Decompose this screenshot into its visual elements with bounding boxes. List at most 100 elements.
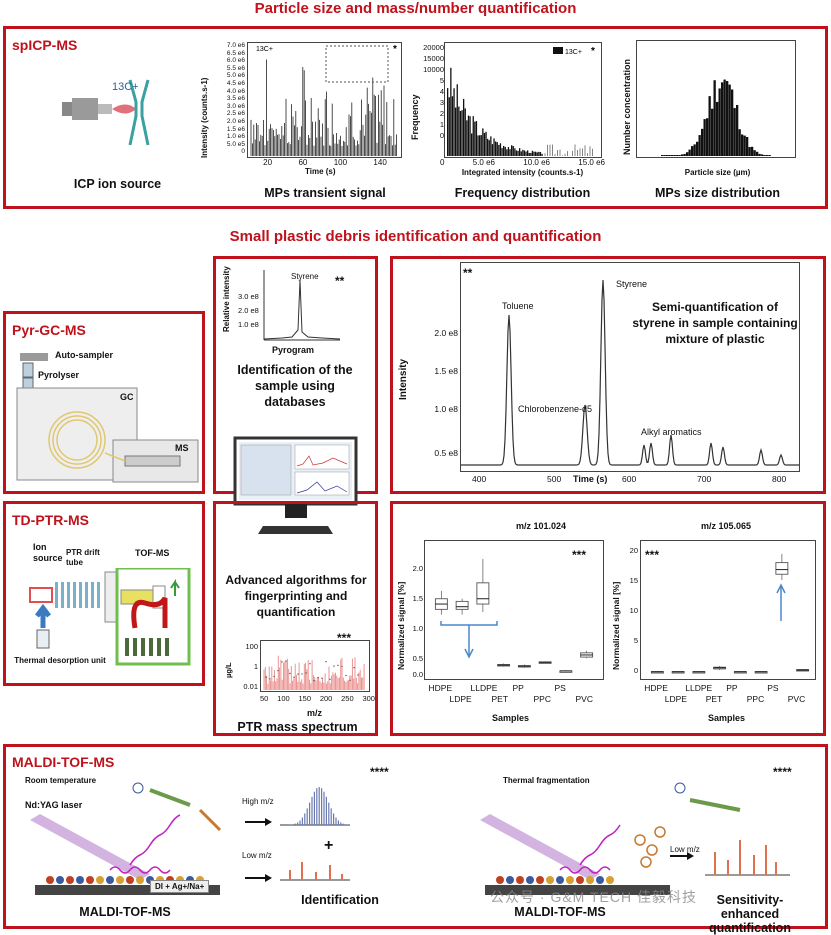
freq-bar [450,67,452,156]
size-bar [766,155,769,156]
ptr-point [297,673,299,675]
maldi-right-caption: MALDI-TOF-MS [514,905,606,919]
ptr-point [341,665,343,668]
freq-bar [520,151,522,156]
freq-xlabel: Integrated intensity (counts.s-1) [461,168,584,177]
freq-bar [485,131,487,156]
freq-bar [477,135,479,156]
size-bar [726,81,729,156]
ptr-point [333,665,335,667]
box [476,582,490,605]
freq-bar [531,150,534,156]
boxplot-left-xlabel: Samples [492,713,530,723]
freq-bar [523,150,526,156]
freq-bar [453,88,455,156]
chromatogram-panel [390,256,826,494]
highlight-arrow [464,648,474,659]
matrix-label: DI + Ag+/Na+ [150,880,210,893]
freq-bar [483,132,486,156]
icp-ion-caption: ICP ion source [73,177,162,191]
maldi-right-diagram [480,782,790,895]
freq-bar [469,116,471,156]
freq-xticks: 0 5.0 e6 10.0 e6 15.0 e6 [440,158,605,167]
freq-bar [471,133,473,156]
pyr-label: Pyr-GC-MS [12,322,86,338]
tdptr-label: TD-PTR-MS [12,512,89,528]
ptr-point [305,672,307,674]
freq-bar [479,135,481,156]
freq-bar [539,152,542,156]
zoom-inset [325,45,389,83]
ptr-point [273,675,275,678]
spicp-panel [3,26,828,209]
size-bar [698,135,701,156]
watermark: 公众号 · G&M TECH 佳毅科技 [490,889,697,905]
size-bar [708,96,711,156]
freq-bar [536,152,538,156]
transient-ytick: 6.0 e6 [226,57,245,65]
transient-ytick: 4.5 e6 [226,80,245,87]
boxplot-panel [390,501,826,736]
ms-label: MS [175,443,189,453]
peak-chlorobenzene-label: Chlorobenzene-d5 [518,404,593,414]
freq-bar [522,149,524,156]
maldi-left-diagram [30,782,350,895]
transient-ytick: 5.0 e6 [226,72,245,80]
boxplot-right-plot [640,540,816,680]
identification-caption: Identification [301,893,379,907]
ptr-point [281,661,283,663]
plus-sign: + [324,837,334,854]
freq-bar [456,84,458,156]
size-bar [671,155,674,156]
ptr-point [313,679,315,682]
category-label: LLDPE [470,683,498,693]
transient-ytick: 1.5 e6 [226,125,245,133]
transient-ytick: 2.5 e6 [226,110,245,118]
freq-bar [533,151,535,156]
category-label: PVC [787,694,806,704]
freq-bar [519,148,521,156]
transient-legend: 13C+ [256,46,273,53]
freq-bar [472,116,474,156]
ptr-point [317,676,319,679]
size-bar [746,136,749,156]
transient-ytick: 6.5 e6 [226,49,245,57]
chromatogram-trace [461,279,799,466]
ptr-point [325,661,327,663]
transient-plot: 13C+ * [247,42,402,158]
freq-bar [499,143,502,156]
thermal-desorption-label: Thermal desorption unit [14,656,106,665]
size-bar [711,108,714,156]
boxplot-right-title: m/z 105.065 [701,521,752,531]
freq-bar [474,121,476,156]
transient-ytick: 0 [241,148,245,156]
section-title-debris: Small plastic debris identification and … [229,228,602,245]
ptr-point [285,660,287,662]
size-bar [668,155,671,156]
size-bar [691,146,694,156]
size-bar [673,155,676,156]
freq-bar [541,153,543,156]
freq-bar [514,148,516,156]
freq-bar [503,145,505,156]
pyrogram-chart [263,270,341,341]
box [455,600,469,610]
category-label: LDPE [449,694,472,704]
ptr-instrument-diagram [29,568,191,666]
size-bar [718,88,721,156]
highlight-arrow [776,583,786,594]
ptr-point [353,666,355,669]
tof-ms-label: TOF-MS [135,548,170,558]
category-label: LDPE [664,694,687,704]
freq-bar [459,110,462,156]
freq-bar [448,97,450,156]
freq-bar [464,108,466,156]
freq-bar [498,144,500,156]
peak-styrene-label: Styrene [616,279,648,289]
freq-bar [511,145,513,156]
boxplot-right-yticks: 20 15 10 5 0 [629,546,638,675]
size-bar [728,84,731,156]
size-bar [713,80,716,156]
freq-bar [527,150,529,156]
transient-yticks: 7.0 e6 6.5 e6 6.0 e6 5.5 e6 5.0 e6 4.5 e6 4.0 … [212,42,247,158]
